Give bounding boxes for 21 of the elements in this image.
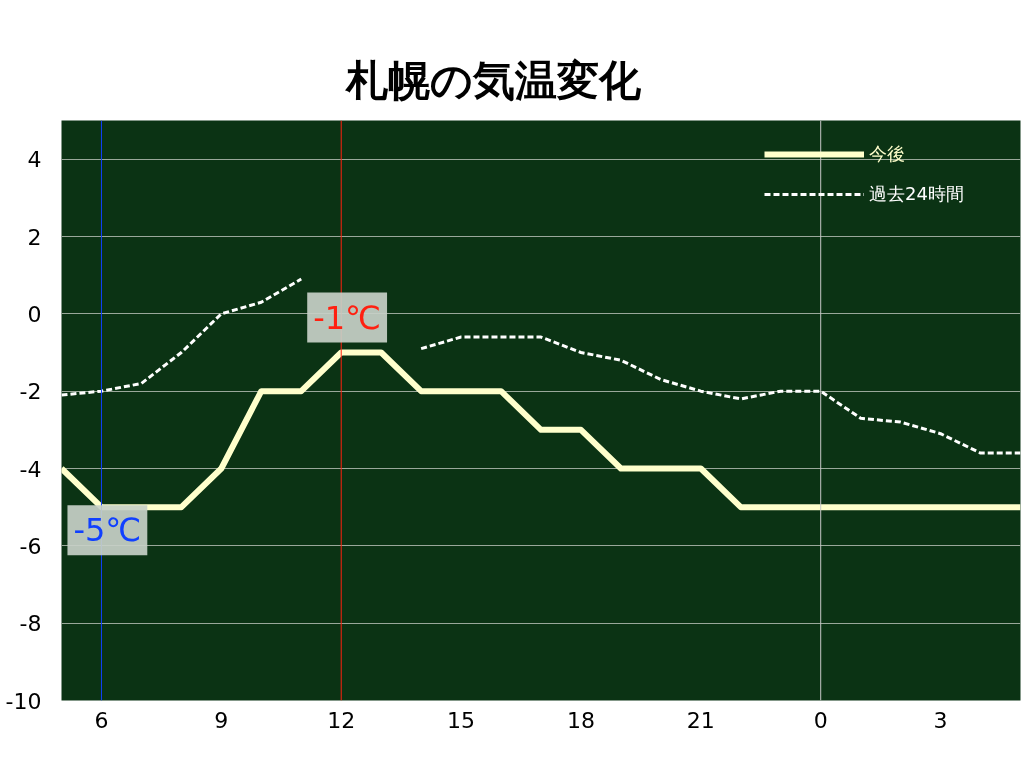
text: 今後 bbox=[869, 142, 905, 166]
y-tick-label: 2 bbox=[27, 224, 42, 250]
chart-title: 札幌の気温変化 bbox=[344, 56, 642, 106]
y-tick-label: -6 bbox=[19, 533, 42, 559]
x-tick-label: 6 bbox=[94, 707, 109, 733]
y-tick-label: -8 bbox=[19, 611, 42, 637]
x-tick-label: 0 bbox=[813, 707, 828, 733]
x-tick-label: 3 bbox=[933, 707, 948, 733]
y-tick-label: 4 bbox=[27, 147, 42, 173]
x-tick-label: 12 bbox=[327, 707, 356, 733]
x-tick-label: 15 bbox=[447, 707, 476, 733]
y-tick-label: 0 bbox=[27, 301, 42, 327]
y-tick-label: -4 bbox=[19, 456, 42, 482]
ref-line-label: -5℃ bbox=[73, 511, 142, 550]
y-tick-label: -2 bbox=[19, 379, 42, 405]
ref-line-label: -1℃ bbox=[313, 298, 382, 337]
x-tick-label: 9 bbox=[214, 707, 229, 733]
x-tick-label: 18 bbox=[566, 707, 595, 733]
text: 過去24時間 bbox=[869, 182, 964, 206]
y-tick-label: -10 bbox=[5, 688, 42, 714]
x-tick-label: 21 bbox=[686, 707, 715, 733]
